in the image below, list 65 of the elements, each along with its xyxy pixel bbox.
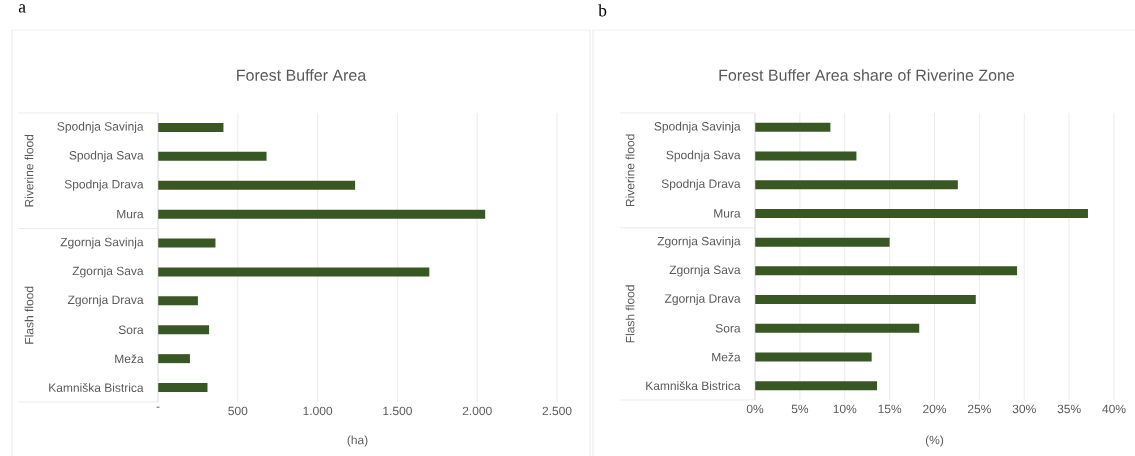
x-tick-label: 2.500 [542,406,572,416]
y-tick-label: Meža [115,354,144,364]
bar [158,354,190,364]
x-tick-label: 20% [923,404,947,414]
y-tick-label: Mura [117,209,144,219]
x-tick-label: 5% [791,404,809,414]
bar [755,151,857,161]
y-tick-label: Spodnja Sava [666,150,741,162]
x-tick-label: 1.500 [383,406,412,416]
x-tick-label: 500 [228,406,248,416]
y-tick-label: Spodnja Savinja [654,121,741,133]
text: Flash flood [24,286,34,344]
x-tick-label: 30% [1012,404,1036,414]
bar [755,352,872,362]
y-tick-label: Mura [714,209,741,218]
x-tick-label: 40% [1102,404,1126,414]
x-tick-label: 10% [833,404,857,414]
text: Flash flood [625,285,635,343]
text: Riverine flood [625,134,635,207]
bar [755,323,920,333]
bar [755,208,1088,218]
y-tick-label: Zgornja Sava [72,266,144,278]
text: a [18,4,26,13]
y-tick-label: Kamniška Bistrica [49,383,144,392]
bar [158,180,356,190]
bar [755,266,1018,276]
y-tick-label: Zgornja Sava [669,265,741,277]
y-tick-label: Meža [712,352,741,362]
y-tick-label: Zgornja Savinja [60,237,144,249]
x-tick-label: 15% [878,404,902,414]
bar [158,238,216,248]
y-tick-label: Sora [715,323,741,333]
bar [158,151,267,161]
chart-title: Forest Buffer Area [237,69,367,81]
bar [755,122,831,132]
x-tick-label: 35% [1057,404,1081,414]
bar [158,296,198,306]
x-axis-title: (ha) [347,435,368,447]
bar [755,381,878,391]
bar [158,267,430,277]
x-axis-title: (%) [925,435,944,447]
bar [755,295,976,305]
text: b [598,4,607,17]
bar [158,122,224,132]
bar [158,325,210,335]
y-tick-label: Kamniška Bistrica [646,381,741,391]
bar [158,383,208,393]
y-tick-label: Zgornja Drava [664,293,741,306]
bar [755,180,958,190]
chart-title: Forest Buffer Area share of Riverine Zone [719,69,1015,81]
y-tick-label: Spodnja Drava [64,179,144,191]
x-tick-label: 25% [967,404,991,414]
x-tick-label: - [156,406,160,408]
x-tick-label: 0% [746,404,764,414]
y-tick-label: Sora [118,325,144,334]
bar [158,209,486,219]
y-tick-label: Zgornja Savinja [657,236,741,248]
x-tick-label: 2.000 [462,406,492,416]
y-tick-label: Spodnja Sava [69,150,144,162]
x-tick-label: 1.000 [303,406,333,416]
y-tick-label: Zgornja Drava [67,295,144,307]
y-tick-label: Spodnja Savinja [57,121,144,134]
text: Riverine flood [24,134,34,207]
y-tick-label: Spodnja Drava [661,179,741,191]
bar [755,237,890,247]
